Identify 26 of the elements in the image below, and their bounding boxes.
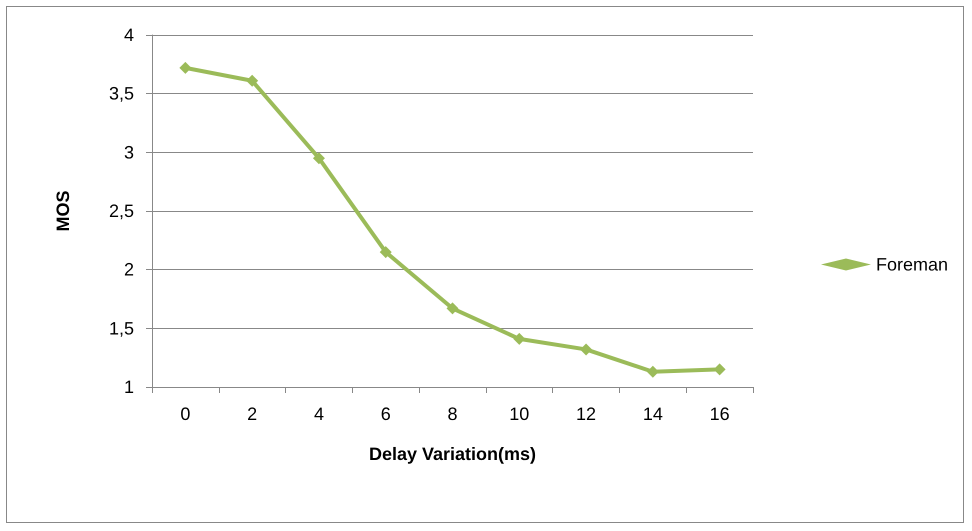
y-tick-label: 3 xyxy=(124,142,134,162)
point xyxy=(312,152,325,164)
y-tick-label: 3,5 xyxy=(108,84,134,104)
point xyxy=(580,343,592,356)
x-tick-label: 0 xyxy=(180,404,190,424)
legend-label: Foreman xyxy=(876,254,948,274)
point xyxy=(246,74,258,87)
y-tick-label: 1 xyxy=(124,377,134,397)
y-tick-label: 1,5 xyxy=(108,318,134,338)
x-tick-label: 10 xyxy=(509,404,530,424)
point xyxy=(179,62,192,74)
point xyxy=(380,246,392,258)
y-tick-label: 2,5 xyxy=(108,201,134,221)
x-axis-title: Delay Variation(ms) xyxy=(368,444,536,464)
x-tick-label: 8 xyxy=(447,404,458,424)
x-tick-label: 6 xyxy=(380,404,391,424)
x-tick-label: 16 xyxy=(710,404,730,424)
point xyxy=(446,302,458,314)
x-tick-label: 2 xyxy=(247,404,258,424)
y-tick-label: 4 xyxy=(124,25,134,45)
point xyxy=(513,332,526,345)
y-tick-label: 2 xyxy=(124,260,134,280)
y-axis-title: MOS xyxy=(53,190,73,232)
x-tick-label: 12 xyxy=(576,404,596,424)
x-tick-label: 4 xyxy=(314,404,324,424)
x-tick-label: 14 xyxy=(642,404,663,424)
